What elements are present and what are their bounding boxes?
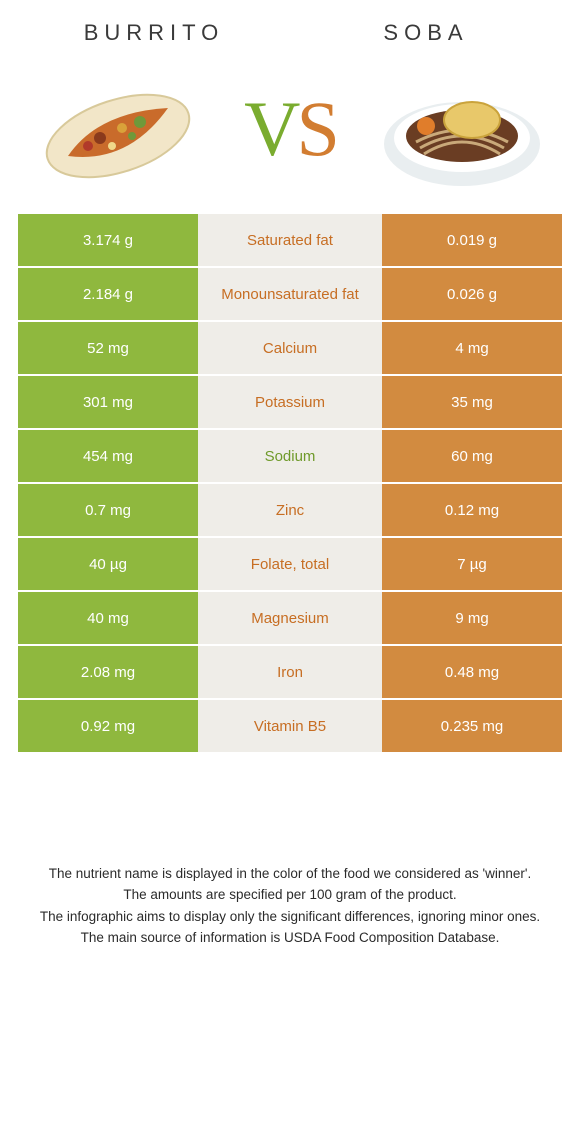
table-row: 3.174 gSaturated fat0.019 g [18,214,562,268]
value-right: 0.235 mg [382,700,562,752]
value-left: 40 mg [18,592,198,644]
value-right: 0.12 mg [382,484,562,536]
footnote-line: The infographic aims to display only the… [32,907,548,927]
table-row: 52 mgCalcium4 mg [18,322,562,376]
soba-image [372,64,552,194]
value-right: 7 µg [382,538,562,590]
value-left: 52 mg [18,322,198,374]
value-left: 454 mg [18,430,198,482]
value-left: 2.184 g [18,268,198,320]
value-right: 0.48 mg [382,646,562,698]
table-row: 0.7 mgZinc0.12 mg [18,484,562,538]
footnote-line: The amounts are specified per 100 gram o… [32,885,548,905]
burrito-image [28,64,208,194]
footnote-line: The main source of information is USDA F… [32,928,548,948]
vs-label: VS [244,84,336,174]
value-right: 60 mg [382,430,562,482]
infographic: Burrito Soba VS [0,0,580,969]
value-right: 4 mg [382,322,562,374]
nutrient-label: Iron [198,646,382,698]
value-left: 301 mg [18,376,198,428]
value-right: 9 mg [382,592,562,644]
title-row: Burrito Soba [18,20,562,46]
table-row: 40 µgFolate, total7 µg [18,538,562,592]
table-row: 2.184 gMonounsaturated fat0.026 g [18,268,562,322]
table-row: 301 mgPotassium35 mg [18,376,562,430]
value-left: 2.08 mg [18,646,198,698]
table-row: 0.92 mgVitamin B50.235 mg [18,700,562,754]
table-row: 454 mgSodium60 mg [18,430,562,484]
value-left: 0.92 mg [18,700,198,752]
nutrient-label: Vitamin B5 [198,700,382,752]
value-right: 0.019 g [382,214,562,266]
nutrient-label: Saturated fat [198,214,382,266]
nutrient-label: Monounsaturated fat [198,268,382,320]
nutrient-label: Folate, total [198,538,382,590]
hero-row: VS [18,64,562,194]
value-left: 40 µg [18,538,198,590]
nutrient-label: Magnesium [198,592,382,644]
value-right: 35 mg [382,376,562,428]
vs-s: S [296,85,335,172]
title-right: Soba [290,20,562,46]
value-left: 0.7 mg [18,484,198,536]
footnotes: The nutrient name is displayed in the co… [18,864,562,948]
value-left: 3.174 g [18,214,198,266]
table-row: 40 mgMagnesium9 mg [18,592,562,646]
nutrient-label: Zinc [198,484,382,536]
title-left: Burrito [18,20,290,46]
table-row: 2.08 mgIron0.48 mg [18,646,562,700]
footnote-line: The nutrient name is displayed in the co… [32,864,548,884]
comparison-table: 3.174 gSaturated fat0.019 g2.184 gMonoun… [18,214,562,754]
vs-v: V [244,85,296,172]
value-right: 0.026 g [382,268,562,320]
nutrient-label: Potassium [198,376,382,428]
nutrient-label: Sodium [198,430,382,482]
nutrient-label: Calcium [198,322,382,374]
